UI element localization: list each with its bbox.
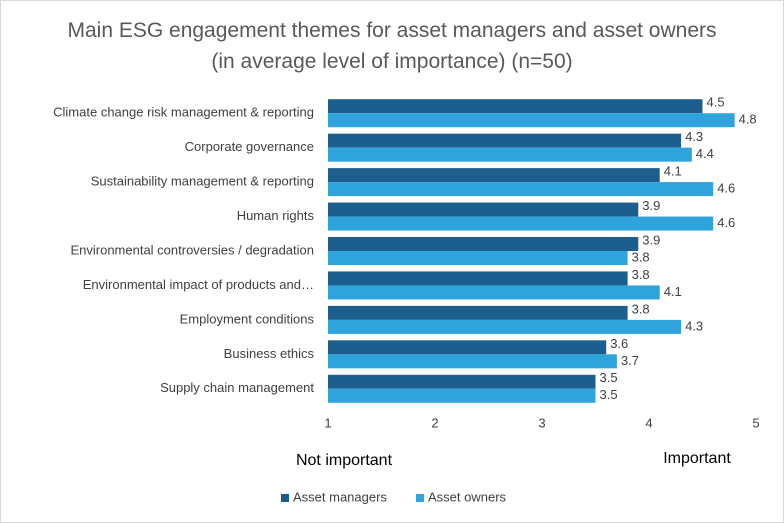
data-label: 3.9: [642, 232, 660, 247]
data-label: 3.5: [600, 387, 618, 402]
y-tick-label: Supply chain management: [160, 380, 314, 395]
y-tick-label: Employment conditions: [180, 311, 315, 326]
bar: [328, 216, 714, 231]
y-tick-label: Environmental impact of products and…: [83, 277, 314, 292]
legend-label: Asset owners: [428, 489, 507, 504]
data-label: 3.8: [632, 249, 650, 264]
y-tick-label: Human rights: [237, 208, 315, 223]
bar: [328, 251, 628, 265]
annotation: Not important: [296, 452, 393, 469]
bar: [328, 305, 628, 320]
data-label: 4.3: [685, 129, 703, 144]
bar: [328, 340, 607, 355]
bar: [328, 202, 639, 217]
bar: [328, 182, 714, 197]
y-tick-label: Business ethics: [224, 346, 315, 361]
legend-label: Asset managers: [293, 489, 387, 504]
data-label: 3.9: [642, 198, 660, 213]
y-tick-label: Climate change risk management & reporti…: [53, 105, 314, 120]
bar: [328, 285, 660, 300]
bar: [328, 168, 660, 183]
data-label: 3.7: [621, 353, 639, 368]
data-label: 3.8: [632, 301, 650, 316]
x-tick-label: 1: [324, 415, 331, 430]
data-label: 4.1: [664, 284, 682, 299]
data-label: 3.5: [600, 370, 618, 385]
bar: [328, 113, 735, 128]
x-tick-label: 3: [538, 415, 545, 430]
y-tick-label: Environmental controversies / degradatio…: [70, 242, 314, 257]
data-label: 4.3: [685, 318, 703, 333]
data-label: 3.6: [610, 336, 628, 351]
data-label: 3.8: [632, 267, 650, 282]
data-label: 4.4: [696, 146, 714, 161]
bar: [328, 147, 692, 162]
bar: [328, 237, 639, 251]
y-tick-label: Sustainability management & reporting: [91, 174, 314, 189]
x-tick-label: 4: [645, 415, 652, 430]
legend-swatch: [416, 494, 424, 502]
bar: [328, 271, 628, 286]
bar: [328, 319, 682, 334]
data-label: 4.1: [664, 164, 682, 179]
data-label: 4.5: [707, 95, 725, 110]
data-label: 4.8: [739, 112, 757, 127]
bar: [328, 388, 596, 403]
data-label: 4.6: [717, 181, 735, 196]
x-tick-label: 2: [431, 415, 438, 430]
bar: [328, 374, 596, 389]
bar: [328, 354, 617, 369]
y-tick-label: Corporate governance: [185, 139, 314, 154]
legend-swatch: [281, 494, 289, 502]
x-tick-label: 5: [752, 415, 759, 430]
bar: [328, 99, 703, 114]
annotation: Important: [663, 450, 731, 467]
bar: [328, 133, 682, 148]
chart-title: Main ESG engagement themes for asset man…: [67, 19, 717, 73]
data-label: 4.6: [717, 215, 735, 230]
